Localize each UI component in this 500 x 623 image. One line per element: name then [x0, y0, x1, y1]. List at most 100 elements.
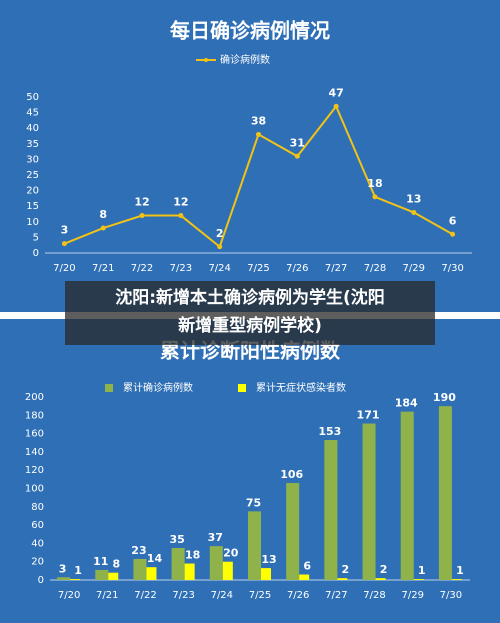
x-tick-label: 7/20 — [58, 590, 80, 601]
bar — [146, 567, 157, 580]
data-label: 1 — [456, 564, 464, 577]
data-label: 2 — [216, 227, 224, 240]
caption-box — [65, 281, 435, 345]
data-label: 37 — [208, 531, 223, 544]
bar — [95, 569, 109, 580]
y-tick-label: 140 — [25, 447, 44, 458]
point — [294, 153, 300, 159]
x-tick-label: 7/26 — [286, 263, 308, 274]
data-label: 35 — [169, 533, 184, 546]
bar — [286, 483, 300, 580]
y-tick-label: 200 — [25, 392, 44, 403]
point — [139, 213, 145, 219]
legend-label: 累计无症状感染者数 — [256, 381, 346, 394]
y-tick-label: 40 — [26, 123, 39, 134]
y-tick-label: 60 — [31, 520, 44, 531]
point — [333, 103, 339, 109]
bar — [222, 561, 233, 580]
y-tick-label: 10 — [26, 217, 39, 228]
data-label: 12 — [134, 196, 149, 209]
data-label: 190 — [433, 391, 456, 404]
data-label: 1 — [74, 564, 82, 577]
y-tick-label: 80 — [31, 502, 44, 513]
bar — [337, 578, 348, 580]
caption-line: 沈阳:新增本土确诊病例为学生(沈阳 — [115, 287, 385, 308]
x-tick-label: 7/29 — [403, 263, 425, 274]
data-label: 38 — [251, 114, 266, 127]
x-tick-label: 7/28 — [363, 590, 385, 601]
legend-marker — [204, 58, 208, 62]
x-tick-label: 7/27 — [325, 263, 347, 274]
y-tick-label: 25 — [26, 170, 39, 181]
data-label: 153 — [318, 425, 341, 438]
legend-label: 累计确诊病例数 — [123, 381, 193, 394]
caption-line: 新增重型病例学校) — [178, 315, 322, 336]
y-tick-label: 5 — [33, 232, 39, 243]
legend-label: 确诊病例数 — [220, 53, 270, 66]
bar — [375, 578, 386, 580]
bar — [400, 411, 414, 580]
x-tick-label: 7/28 — [364, 263, 386, 274]
y-tick-label: 30 — [26, 154, 39, 165]
x-tick-label: 7/26 — [287, 590, 309, 601]
data-label: 1 — [418, 564, 426, 577]
data-label: 8 — [112, 558, 120, 571]
y-tick-label: 0 — [33, 248, 39, 259]
y-tick-label: 120 — [25, 465, 44, 476]
data-label: 47 — [328, 86, 343, 99]
data-label: 18 — [367, 177, 382, 190]
bar — [451, 579, 462, 580]
data-label: 11 — [93, 555, 108, 568]
x-tick-label: 7/21 — [96, 590, 118, 601]
point — [217, 244, 223, 250]
data-label: 14 — [147, 552, 163, 565]
data-label: 3 — [59, 562, 67, 575]
chart-title: 每日确诊病例情况 — [170, 19, 330, 43]
bar — [248, 511, 261, 580]
legend-swatch — [238, 384, 246, 392]
data-label: 75 — [246, 496, 261, 509]
x-tick-label: 7/25 — [247, 263, 269, 274]
x-tick-label: 7/23 — [170, 263, 192, 274]
data-label: 106 — [280, 468, 303, 481]
data-label: 2 — [342, 563, 350, 576]
x-tick-label: 7/22 — [131, 263, 153, 274]
bar — [108, 572, 119, 580]
legend-swatch — [105, 384, 113, 392]
x-tick-label: 7/30 — [441, 263, 463, 274]
point — [411, 209, 417, 215]
x-tick-label: 7/24 — [211, 590, 233, 601]
y-tick-label: 45 — [26, 108, 39, 119]
point — [61, 241, 67, 247]
data-label: 6 — [449, 214, 457, 227]
data-label: 13 — [406, 192, 421, 205]
x-tick-label: 7/21 — [92, 263, 114, 274]
x-tick-label: 7/30 — [440, 590, 462, 601]
x-tick-label: 7/23 — [172, 590, 194, 601]
bar — [324, 440, 338, 580]
data-label: 13 — [261, 553, 276, 566]
data-label: 171 — [357, 409, 380, 422]
data-label: 6 — [303, 560, 311, 573]
data-label: 31 — [290, 136, 305, 149]
bar — [362, 423, 376, 580]
y-tick-label: 160 — [25, 429, 44, 440]
x-tick-label: 7/27 — [325, 590, 347, 601]
data-label: 8 — [99, 208, 107, 221]
x-tick-label: 7/29 — [401, 590, 423, 601]
data-label: 20 — [223, 547, 239, 560]
y-tick-label: 20 — [31, 557, 44, 568]
data-label: 184 — [395, 397, 418, 410]
bar — [70, 579, 81, 580]
x-tick-label: 7/25 — [249, 590, 271, 601]
bar — [57, 577, 71, 580]
bar — [209, 546, 223, 580]
x-tick-label: 7/24 — [208, 263, 230, 274]
point — [100, 225, 106, 231]
bar — [413, 579, 424, 580]
data-label: 18 — [185, 549, 200, 562]
data-label: 23 — [131, 544, 146, 557]
bar — [184, 563, 195, 580]
